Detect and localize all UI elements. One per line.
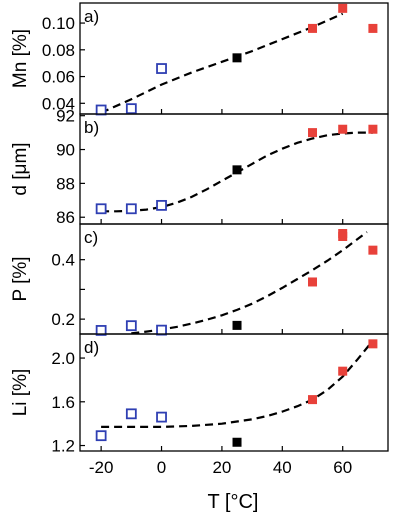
open-square-point <box>125 203 137 215</box>
open-square-point <box>156 199 167 211</box>
black-square-point <box>232 53 242 63</box>
y-tick-label: 88 <box>56 174 75 193</box>
panel-label: b) <box>84 118 99 137</box>
y-tick-label: 0.06 <box>42 68 75 87</box>
y-tick-label: 0.04 <box>42 94 75 113</box>
y-tick-label: 0.4 <box>51 251 75 270</box>
x-tick-label: 40 <box>273 458 292 477</box>
black-square-point <box>232 437 242 447</box>
red-square-point <box>368 23 378 33</box>
y-tick-label: 1.6 <box>51 393 75 412</box>
open-square-point <box>125 408 137 420</box>
x-tick-label: 60 <box>333 458 352 477</box>
y-tick-label: 2.0 <box>51 349 75 368</box>
y-axis-label: d [μm] <box>10 142 31 195</box>
red-square-point <box>338 231 348 241</box>
open-square-point <box>95 104 107 116</box>
y-tick-label: 90 <box>56 141 75 160</box>
y-tick-label: 92 <box>56 107 75 126</box>
red-square-point <box>308 277 318 287</box>
open-square-point <box>95 430 107 442</box>
panel-frame <box>79 333 389 452</box>
fit-curve <box>131 231 368 335</box>
red-square-point <box>338 366 348 376</box>
red-square-point <box>308 23 318 33</box>
panel-label: d) <box>84 338 99 357</box>
x-tick-label: 0 <box>157 458 166 477</box>
red-square-point <box>338 3 348 13</box>
red-square-point <box>308 128 318 138</box>
open-square-point <box>156 324 167 336</box>
red-square-point <box>308 395 318 405</box>
fit-curve <box>100 12 344 114</box>
x-tick-label: -20 <box>89 458 114 477</box>
open-square-point <box>95 325 107 336</box>
black-square-point <box>232 165 242 175</box>
red-square-point <box>368 124 378 134</box>
black-square-point <box>232 320 242 330</box>
y-tick-label: 0.2 <box>51 310 75 329</box>
red-square-point <box>368 245 378 255</box>
open-square-point <box>125 320 137 332</box>
open-square-point <box>95 203 107 215</box>
open-square-point <box>156 63 167 74</box>
fit-curve <box>101 339 374 428</box>
open-square-point <box>156 411 167 423</box>
y-axis-label: Mn [%] <box>10 29 31 88</box>
x-tick-label: 20 <box>212 458 231 477</box>
y-tick-label: 0.08 <box>42 41 75 60</box>
y-axis-label: Li [%] <box>10 369 31 417</box>
x-axis-label: T [°C] <box>208 491 259 513</box>
y-axis-label: P [%] <box>10 256 31 301</box>
panel-label: c) <box>84 228 98 247</box>
y-tick-label: 86 <box>56 208 75 227</box>
red-square-point <box>338 124 348 134</box>
y-tick-label: 1.2 <box>51 437 75 456</box>
red-square-point <box>368 339 378 349</box>
panel-label: a) <box>84 7 99 26</box>
y-tick-label: 0.10 <box>42 14 75 33</box>
open-square-point <box>125 103 137 115</box>
